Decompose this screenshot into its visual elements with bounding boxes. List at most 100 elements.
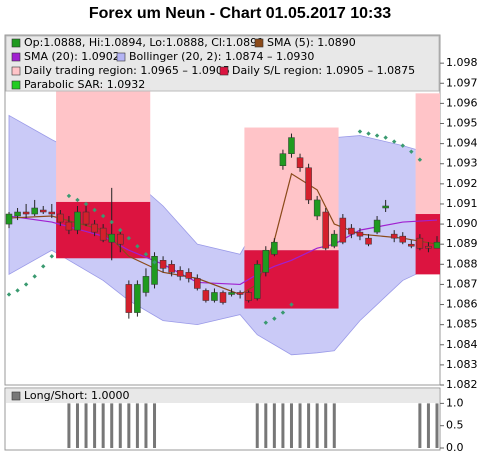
legend-box — [5, 35, 440, 92]
long-short-bar — [153, 403, 157, 448]
long-short-bar — [264, 403, 268, 448]
long-short-bar — [67, 403, 71, 448]
candle-body — [39, 209, 47, 213]
candle-body — [271, 241, 278, 255]
candle-body — [253, 264, 261, 299]
candle-body — [408, 243, 415, 247]
long-short-bar — [315, 403, 319, 448]
long-short-bar — [281, 403, 285, 448]
sar-dot — [66, 193, 72, 199]
candle-body — [262, 249, 270, 273]
y-tick-label: 1.095 — [446, 117, 478, 130]
sar-dot — [83, 201, 89, 207]
long-short-bar — [332, 403, 336, 448]
candle-body — [202, 290, 210, 301]
sar-dot — [417, 157, 423, 162]
candle-body — [134, 284, 141, 313]
candle-body — [185, 272, 193, 279]
long-short-bar — [144, 403, 148, 448]
legend-swatch — [254, 38, 264, 48]
legend-swatch — [11, 66, 21, 76]
candle-body — [74, 211, 81, 231]
long-short-bar — [426, 403, 430, 448]
y-tick-label: 1.090 — [446, 217, 478, 230]
candle-body — [65, 221, 73, 231]
legend-swatch — [116, 52, 126, 62]
sar-dot — [143, 252, 149, 257]
long-short-bar — [101, 403, 105, 448]
sar-dot — [75, 197, 80, 203]
legend-label: Daily S/L region: 1.0905 – 1.0875 — [232, 64, 415, 77]
candle-body — [348, 227, 355, 235]
candle-body — [219, 292, 227, 303]
candle-body — [151, 256, 158, 285]
long-short-bar — [118, 403, 122, 448]
sar-dot — [366, 131, 371, 136]
y-tick-label: 1.089 — [446, 237, 478, 250]
long-short-bar — [418, 403, 422, 448]
candle-body — [125, 284, 133, 313]
legend-swatch — [11, 80, 21, 90]
long-short-bar — [127, 403, 131, 448]
candle-body — [245, 292, 252, 301]
panel-legend-label: Long/Short: 1.0000 — [24, 389, 130, 402]
candle-body — [99, 227, 107, 241]
y-tick-label: 1.093 — [446, 157, 478, 170]
panel-tick-label: 0.0 — [446, 441, 464, 454]
candle-body — [168, 264, 175, 273]
candle-body — [356, 231, 364, 237]
sar-dot — [383, 135, 388, 140]
sar-dot — [409, 149, 414, 154]
candle-body — [322, 211, 329, 249]
legend-label: Daily trading region: 1.0965 – 1.0905 — [24, 64, 230, 77]
candle-body — [288, 137, 295, 154]
candle-body — [211, 292, 218, 301]
candle-body — [382, 205, 389, 209]
long-short-bar — [298, 403, 302, 448]
y-tick-label: 1.098 — [446, 56, 478, 69]
legend-label: Op:1.0888, Hi:1.0894, Lo:1.0888, Cl:1.08… — [24, 36, 264, 49]
y-tick-label: 1.086 — [446, 298, 478, 311]
sar-dot — [92, 207, 97, 213]
candle-body — [390, 233, 398, 239]
legend-label: Parabolic SAR: 1.0932 — [24, 78, 145, 91]
y-tick-label: 1.083 — [446, 358, 478, 371]
candle-body — [159, 260, 167, 269]
long-short-bar — [255, 403, 259, 448]
candle-body — [22, 211, 30, 215]
sar-dot — [374, 133, 380, 138]
candle-body — [31, 207, 38, 215]
candle-body — [82, 211, 90, 225]
y-tick-label: 1.082 — [446, 378, 478, 391]
chart-title: Forex um Neun - Chart 01.05.2017 10:33 — [89, 5, 391, 22]
candle-body — [373, 219, 381, 233]
long-short-bar — [93, 403, 97, 448]
legend-label: Bollinger (20, 2): 1.0874 – 1.0930 — [129, 50, 314, 63]
legend-label: SMA (5): 1.0890 — [267, 36, 356, 49]
candle-body — [365, 237, 372, 245]
candle-body — [433, 241, 440, 249]
y-tick-label: 1.084 — [446, 338, 478, 351]
sar-dot — [272, 316, 277, 321]
candle-body — [228, 292, 235, 295]
sar-dot — [49, 254, 54, 259]
y-tick-label: 1.092 — [446, 177, 478, 190]
candle-body — [14, 211, 21, 217]
candle-body — [305, 167, 312, 201]
long-short-bar — [307, 403, 311, 448]
y-tick-label: 1.087 — [446, 277, 478, 290]
candle-body — [194, 278, 201, 289]
legend-swatch — [11, 38, 21, 48]
sar-dot — [289, 302, 294, 307]
candle-body — [91, 223, 98, 233]
sar-dot — [41, 264, 46, 269]
sar-dot — [32, 274, 37, 279]
legend-swatch — [219, 66, 229, 76]
sar-dot — [152, 260, 157, 265]
candle-body — [399, 235, 407, 243]
panel-legend-box — [6, 389, 439, 403]
candle-body — [296, 157, 304, 169]
sar-dot — [15, 288, 20, 293]
